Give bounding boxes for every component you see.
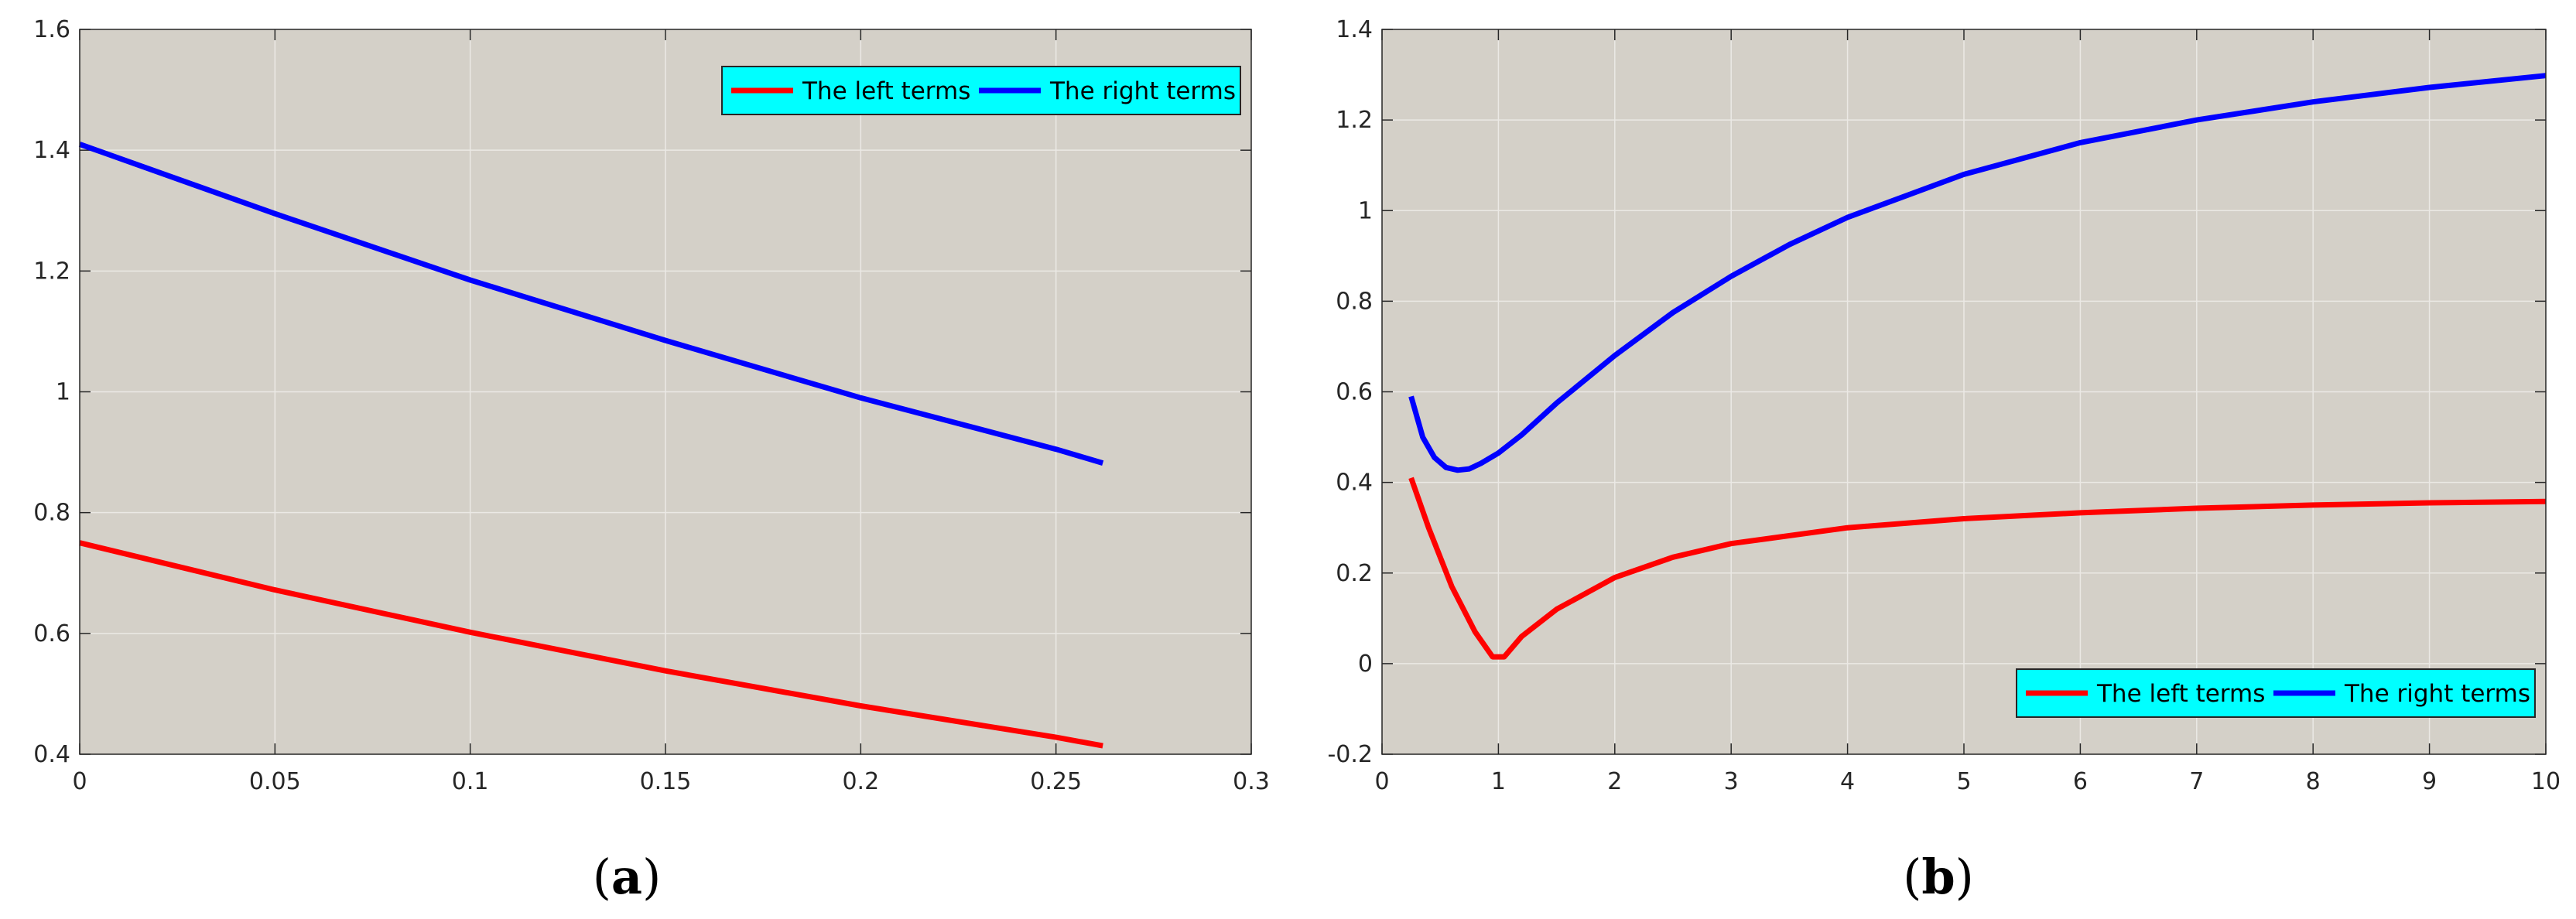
panel-b-x-tick-label: 1 — [1491, 768, 1506, 795]
panel-b-y-tick-label: 1.2 — [1336, 107, 1373, 134]
panel-b-axes-frame — [1381, 29, 2547, 755]
panel-a-chart: (a) 0 0.05 0.1 0.15 0.2 0.25 0.3 0.4 0.6 0.8 1 1.2 1… — [33, 16, 1270, 905]
panel-b-x-tick-label: 10 — [2531, 768, 2561, 795]
panel-a-x-tick-label: 0.15 — [640, 768, 692, 795]
panel-a-ticks: 0 0.05 0.1 0.15 0.2 0.25 0.3 0.4 0.6 0.8 1 1.2 1.4 1.… — [33, 16, 1270, 795]
panel-a-series-lines — [78, 142, 1104, 749]
panel-b-label: (b) — [1903, 849, 1974, 905]
panel-a-x-tick-label: 0 — [72, 768, 87, 795]
panel-b-legend: The left terms The right terms — [2016, 668, 2536, 718]
panel-b-series-the-right-terms — [1408, 73, 2547, 473]
panel-a-legend-label-the-left-terms: The left terms — [802, 77, 970, 105]
panel-b-x-tick-label: 3 — [1724, 768, 1739, 795]
panel-b-x-tick-label: 8 — [2306, 768, 2321, 795]
panel-a-axes-frame — [79, 29, 1252, 755]
panel-b-y-tick-label: 0.4 — [1336, 470, 1373, 497]
panel-b-x-tick-label: 7 — [2189, 768, 2204, 795]
panel-b-y-tick-label: -0.2 — [1327, 741, 1373, 768]
panel-a-y-tick-label: 0.4 — [33, 741, 70, 768]
panel-b-legend-box — [2016, 668, 2536, 718]
panel-b-series-the-left-terms — [1408, 477, 2547, 660]
panel-a-label: (a) — [593, 849, 662, 905]
panel-b-y-tick-label: 0.2 — [1336, 560, 1373, 587]
panel-a-y-tick-label: 0.6 — [33, 620, 70, 647]
panel-a-grid — [80, 29, 1251, 754]
panel-a-y-tick-label: 1 — [56, 379, 70, 406]
panel-a-x-tick-label: 0.2 — [842, 768, 879, 795]
panel-a-y-tick-label: 1.4 — [33, 137, 70, 164]
panel-b-x-tick-label: 5 — [1956, 768, 1971, 795]
panel-b-x-tick-label: 6 — [2073, 768, 2088, 795]
panel-b-x-tick-label: 9 — [2422, 768, 2437, 795]
panel-a-x-tick-label: 0.1 — [452, 768, 489, 795]
panel-b-legend-label-the-right-terms: The right terms — [2344, 680, 2530, 708]
panel-b-y-tick-label: 1.4 — [1336, 16, 1373, 43]
panel-b-x-tick-label: 4 — [1840, 768, 1855, 795]
panel-a-y-tick-label: 1.2 — [33, 258, 70, 285]
panel-b-y-tick-label: 0 — [1358, 651, 1373, 678]
panel-b-y-tick-label: 1 — [1358, 197, 1373, 224]
panel-a-x-tick-label: 0.25 — [1030, 768, 1082, 795]
panel-b-grid — [1382, 29, 2546, 754]
panel-a-x-tick-label: 0.05 — [249, 768, 301, 795]
panel-b-y-tick-label: 0.6 — [1336, 379, 1373, 406]
panel-b-x-tick-label: 2 — [1607, 768, 1622, 795]
panel-a-x-tick-label: 0.3 — [1233, 768, 1270, 795]
panel-a-series-the-left-terms — [79, 540, 1103, 749]
panel-b-x-tick-label: 0 — [1374, 768, 1389, 795]
panel-b-ticks: 0 1 2 3 4 5 6 7 8 9 10-0.200.20.40.60.811.21.4 — [1327, 16, 2561, 795]
panel-a-series-the-right-terms — [78, 142, 1104, 466]
panel-b-series-lines — [1408, 73, 2547, 660]
panel-a-legend: The left terms The right terms — [721, 66, 1241, 115]
panel-b-chart: (b) 0 1 2 3 4 5 6 7 8 9 10-0.200.20.40.60.811.21.4… — [1327, 16, 2561, 905]
panel-b-y-tick-label: 0.8 — [1336, 288, 1373, 315]
panel-a-y-tick-label: 1.6 — [33, 16, 70, 43]
panel-b-legend-label-the-left-terms: The left terms — [2096, 680, 2265, 708]
panel-a-legend-label-the-right-terms: The right terms — [1049, 77, 1236, 105]
panel-a-y-tick-label: 0.8 — [33, 500, 70, 527]
